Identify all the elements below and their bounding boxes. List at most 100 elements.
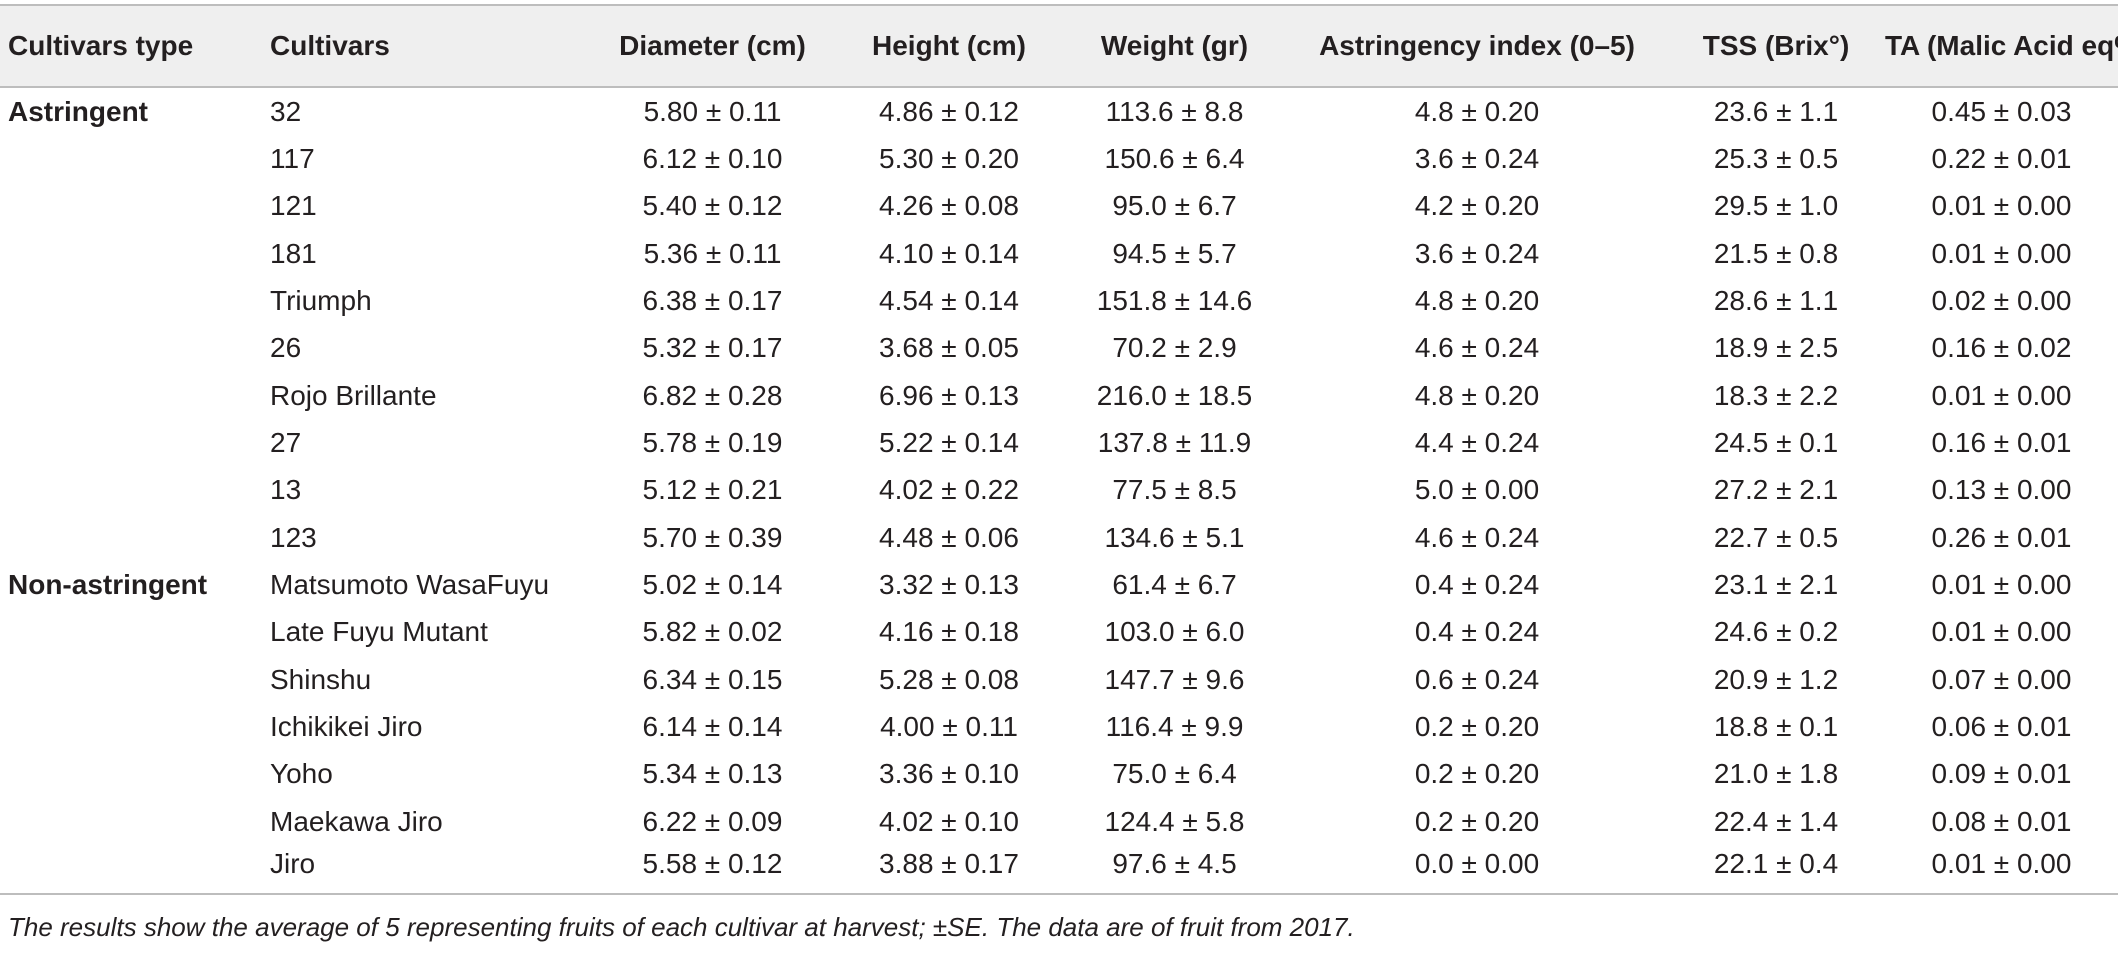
cell-cultivar: Triumph	[270, 285, 372, 317]
cell-astringency: 0.4 ± 0.24	[1414, 569, 1540, 601]
cell-tss: 21.5 ± 0.8	[1713, 237, 1839, 269]
cell-height: 5.28 ± 0.08	[879, 663, 1019, 695]
cell-astringency: 0.0 ± 0.00	[1414, 848, 1540, 879]
cell-weight: 147.7 ± 9.6	[1104, 663, 1245, 695]
cell-height: 3.32 ± 0.13	[879, 569, 1019, 601]
cell-height: 4.00 ± 0.11	[880, 711, 1018, 743]
cell-ta: 0.45 ± 0.03	[1931, 95, 2072, 127]
cell-tss: 21.0 ± 1.8	[1713, 758, 1839, 790]
cell-ta: 0.01 ± 0.00	[1931, 190, 2072, 222]
cell-astringency: 0.2 ± 0.20	[1414, 805, 1540, 837]
cell-diameter: 5.12 ± 0.21	[642, 474, 783, 506]
cell-cultivar: 27	[270, 427, 302, 459]
cell-tss: 24.5 ± 0.1	[1713, 427, 1839, 459]
cell-type	[0, 419, 262, 466]
header-cultivars-type: Cultivars type	[0, 4, 262, 88]
header-height: Height (cm)	[836, 4, 1062, 88]
cell-weight: 75.0 ± 6.4	[1112, 758, 1237, 790]
cell-tss: 22.4 ± 1.4	[1713, 805, 1839, 837]
cell-ta: 0.16 ± 0.01	[1931, 427, 2072, 459]
cell-cultivar: 181	[270, 237, 317, 269]
cell-diameter: 5.58 ± 0.12	[642, 848, 783, 879]
table-row: Maekawa Jiro 6.22 ± 0.09 4.02 ± 0.10 124…	[0, 798, 2118, 845]
header-diameter: Diameter (cm)	[589, 4, 836, 88]
cell-weight: 216.0 ± 18.5	[1096, 379, 1253, 411]
table-row: 26 5.32 ± 0.17 3.68 ± 0.05 70.2 ± 2.9 4.…	[0, 325, 2118, 372]
cultivar-table-container: Cultivars type Cultivars Diameter (cm) H…	[0, 4, 2118, 895]
table-row: Jiro 5.58 ± 0.12 3.88 ± 0.17 97.6 ± 4.5 …	[0, 846, 2118, 893]
cell-cultivar: Late Fuyu Mutant	[270, 616, 488, 648]
cell-weight: 124.4 ± 5.8	[1104, 805, 1245, 837]
cell-height: 3.88 ± 0.17	[879, 848, 1019, 879]
header-weight: Weight (gr)	[1062, 4, 1287, 88]
cell-cultivar: 32	[270, 95, 302, 127]
cell-weight: 113.6 ± 8.8	[1105, 95, 1244, 127]
table-row: 13 5.12 ± 0.21 4.02 ± 0.22 77.5 ± 8.5 5.…	[0, 467, 2118, 514]
cell-weight: 70.2 ± 2.9	[1112, 332, 1237, 364]
cell-weight: 150.6 ± 6.4	[1104, 143, 1245, 175]
table-row: 121 5.40 ± 0.12 4.26 ± 0.08 95.0 ± 6.7 4…	[0, 183, 2118, 230]
cell-tss: 22.7 ± 0.5	[1713, 521, 1839, 553]
cell-height: 4.10 ± 0.14	[879, 237, 1019, 269]
cell-height: 3.68 ± 0.05	[879, 332, 1019, 364]
cell-astringency: 5.0 ± 0.00	[1414, 474, 1540, 506]
cell-diameter: 5.82 ± 0.02	[642, 616, 783, 648]
cell-ta: 0.16 ± 0.02	[1931, 332, 2072, 364]
cell-ta: 0.01 ± 0.00	[1931, 569, 2072, 601]
cell-cultivar: Ichikikei Jiro	[270, 711, 423, 743]
cell-astringency: 0.6 ± 0.24	[1414, 663, 1540, 695]
cell-cultivar: Yoho	[270, 758, 333, 790]
cell-astringency: 0.4 ± 0.24	[1414, 616, 1540, 648]
cell-weight: 61.4 ± 6.7	[1112, 569, 1237, 601]
cell-tss: 23.1 ± 2.1	[1713, 569, 1839, 601]
cell-ta: 0.01 ± 0.00	[1931, 379, 2072, 411]
cell-astringency: 0.2 ± 0.20	[1414, 711, 1540, 743]
cell-diameter: 6.14 ± 0.14	[642, 711, 783, 743]
cell-height: 4.48 ± 0.06	[879, 521, 1019, 553]
cell-diameter: 5.36 ± 0.11	[643, 237, 782, 269]
cell-type	[0, 277, 262, 324]
cell-cultivar: Jiro	[270, 848, 316, 879]
cell-type	[0, 609, 262, 656]
cultivar-table: Cultivars type Cultivars Diameter (cm) H…	[0, 4, 2118, 893]
cell-diameter: 5.80 ± 0.11	[643, 95, 782, 127]
cell-cultivar: 117	[270, 143, 315, 175]
cell-type	[0, 798, 262, 845]
cell-type	[0, 846, 262, 893]
cell-astringency: 4.6 ± 0.24	[1414, 521, 1540, 553]
cell-weight: 94.5 ± 5.7	[1112, 237, 1237, 269]
cell-ta: 0.01 ± 0.00	[1931, 237, 2072, 269]
cell-height: 6.96 ± 0.13	[879, 379, 1019, 411]
cell-ta: 0.07 ± 0.00	[1931, 663, 2072, 695]
cell-type	[0, 325, 262, 372]
cell-ta: 0.13 ± 0.00	[1931, 474, 2072, 506]
cell-ta: 0.02 ± 0.00	[1931, 285, 2072, 317]
cell-height: 5.22 ± 0.14	[879, 427, 1019, 459]
cell-weight: 103.0 ± 6.0	[1104, 616, 1245, 648]
cell-tss: 22.1 ± 0.4	[1713, 848, 1839, 879]
cell-tss: 23.6 ± 1.1	[1713, 95, 1839, 127]
cell-type	[0, 703, 262, 750]
cell-astringency: 4.8 ± 0.20	[1414, 379, 1540, 411]
table-row: Late Fuyu Mutant 5.82 ± 0.02 4.16 ± 0.18…	[0, 609, 2118, 656]
cell-tss: 18.8 ± 0.1	[1713, 711, 1839, 743]
cell-height: 5.30 ± 0.20	[879, 143, 1019, 175]
cell-cultivar: 121	[270, 190, 317, 222]
cell-cultivar: Maekawa Jiro	[270, 805, 443, 837]
cell-tss: 25.3 ± 0.5	[1713, 143, 1839, 175]
cell-diameter: 6.22 ± 0.09	[642, 805, 783, 837]
cell-weight: 116.4 ± 9.9	[1105, 711, 1244, 743]
cell-tss: 27.2 ± 2.1	[1713, 474, 1839, 506]
cell-astringency: 0.2 ± 0.20	[1414, 758, 1540, 790]
cell-weight: 77.5 ± 8.5	[1112, 474, 1237, 506]
cell-cultivar: 26	[270, 332, 302, 364]
cell-height: 4.02 ± 0.22	[879, 474, 1019, 506]
cell-diameter: 6.34 ± 0.15	[642, 663, 783, 695]
cell-ta: 0.09 ± 0.01	[1931, 758, 2072, 790]
header-ta: TA (Malic Acid eq%)	[1885, 4, 2118, 88]
cell-diameter: 5.40 ± 0.12	[642, 190, 783, 222]
cell-type	[0, 467, 262, 514]
table-row: Shinshu 6.34 ± 0.15 5.28 ± 0.08 147.7 ± …	[0, 656, 2118, 703]
cell-type	[0, 751, 262, 798]
table-row: 123 5.70 ± 0.39 4.48 ± 0.06 134.6 ± 5.1 …	[0, 514, 2118, 561]
